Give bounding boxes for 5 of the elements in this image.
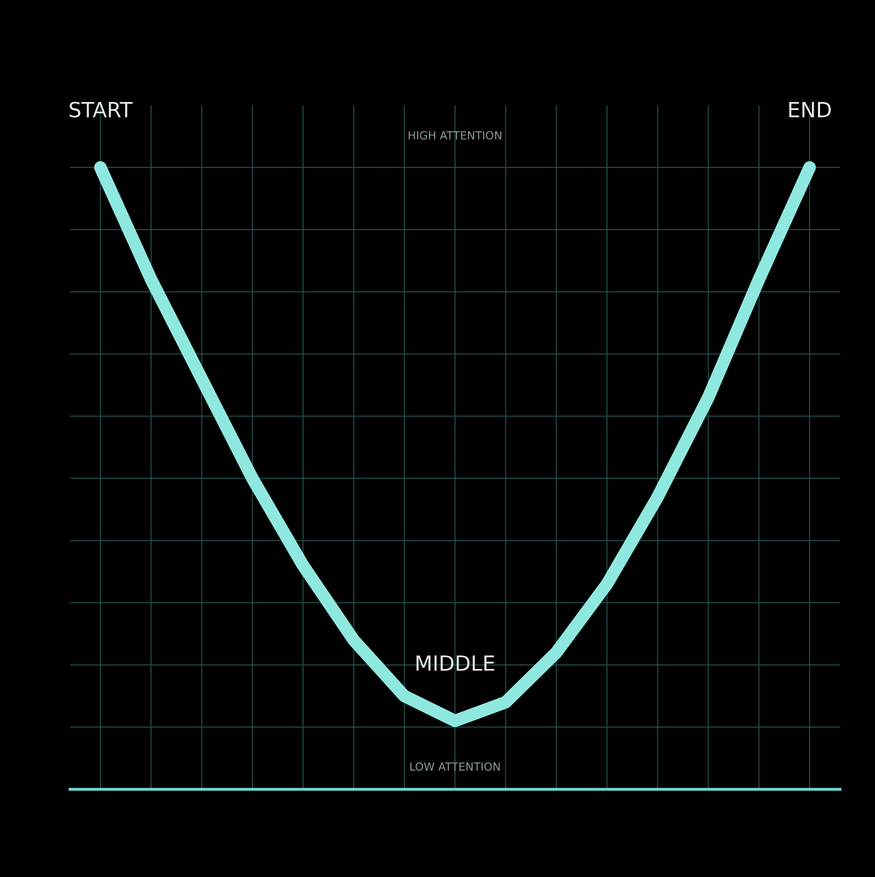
text: START (70, 102, 133, 118)
text: HIGH ATTENTION (408, 131, 502, 140)
text: END (789, 102, 831, 118)
annotation: MIDDLE (416, 655, 494, 671)
annotation: LOW ATTENTION (410, 762, 500, 771)
